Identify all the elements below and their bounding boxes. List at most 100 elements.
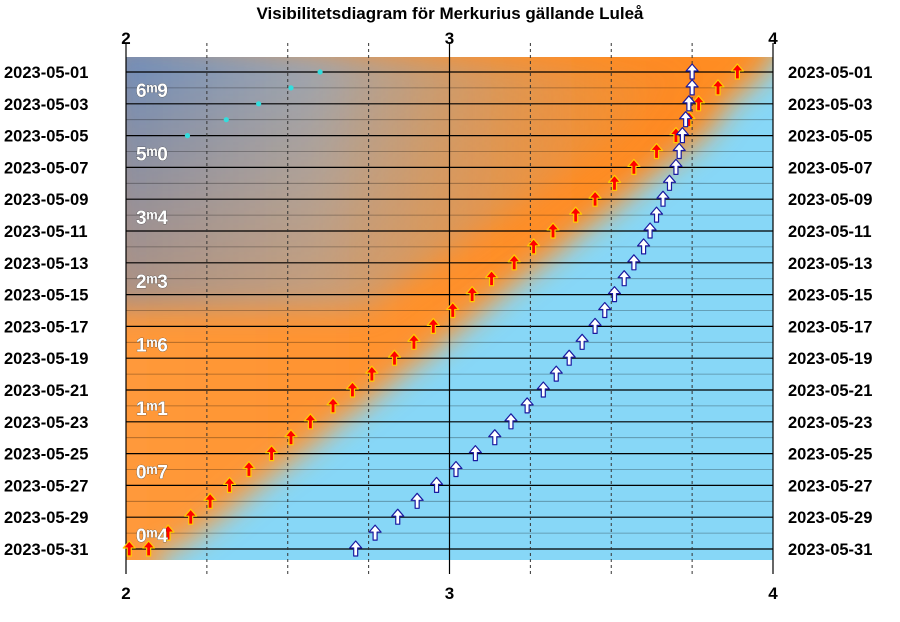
date-label-right: 2023-05-17 [788, 318, 872, 336]
red-arrow-marker [465, 286, 479, 303]
date-label-left: 2023-05-17 [4, 318, 88, 336]
date-label-right: 2023-05-19 [788, 350, 872, 368]
white-arrow-marker [685, 79, 699, 96]
magnitude-label: 0ᵐ7 [136, 463, 168, 484]
white-arrow-marker [410, 492, 424, 509]
magnitude-labels: 6ᵐ9 5ᵐ0 3ᵐ4 2ᵐ3 1ᵐ6 1ᵐ1 0ᵐ7 0ᵐ4 [136, 81, 169, 548]
date-label-left: 2023-05-09 [4, 191, 88, 209]
chart-title: Visibilitetsdiagram för Merkurius gällan… [256, 4, 644, 23]
red-arrow-marker [303, 413, 317, 430]
white-arrow-marker [607, 286, 622, 303]
white-arrow-marker [598, 301, 612, 319]
date-label-right: 2023-05-13 [788, 255, 872, 273]
cyan-dot-marker [184, 133, 191, 139]
x-tick-bottom-3: 3 [445, 584, 454, 603]
date-label-right: 2023-05-03 [788, 96, 872, 114]
red-arrow-marker [365, 365, 379, 382]
data-marks [122, 63, 745, 557]
red-arrow-marker [569, 206, 583, 223]
night-zone [126, 57, 698, 311]
date-label-right: 2023-05-27 [788, 477, 872, 495]
date-label-right: 2023-05-07 [788, 159, 872, 177]
red-arrow-marker [649, 142, 664, 160]
date-label-right: 2023-05-25 [788, 446, 872, 464]
white-arrow-marker [685, 63, 699, 80]
date-label-right: 2023-05-15 [788, 287, 872, 305]
white-arrow-marker [504, 413, 518, 430]
date-label-right: 2023-05-11 [788, 223, 872, 241]
red-arrow-marker [507, 254, 521, 271]
white-arrow-marker [669, 158, 683, 175]
date-label-left: 2023-05-31 [4, 541, 88, 559]
white-arrow-marker [575, 333, 589, 350]
white-arrow-marker [617, 270, 631, 287]
magnitude-label: 0ᵐ4 [136, 526, 168, 547]
red-arrow-marker [407, 333, 421, 350]
magnitude-label: 1ᵐ1 [136, 399, 168, 420]
date-label-left: 2023-05-23 [4, 414, 88, 432]
white-arrow-marker [536, 381, 550, 398]
white-arrow-marker [649, 206, 664, 223]
date-label-left: 2023-05-29 [4, 509, 88, 527]
white-arrow-marker [520, 397, 534, 414]
x-tick-top-2: 2 [121, 29, 130, 48]
date-label-right: 2023-05-29 [788, 509, 872, 527]
grid [125, 43, 774, 574]
white-arrow-marker [349, 540, 363, 557]
white-arrow-marker [675, 127, 690, 144]
white-arrow-marker [679, 111, 693, 128]
red-arrow-marker [527, 238, 541, 255]
magnitude-label: 3ᵐ4 [136, 208, 168, 229]
date-label-left: 2023-05-05 [4, 128, 88, 146]
x-tick-bottom-4: 4 [768, 584, 778, 603]
date-label-left: 2023-05-25 [4, 446, 88, 464]
plot-background [126, 57, 773, 560]
date-label-left: 2023-05-03 [4, 96, 88, 114]
red-arrow-marker [326, 397, 340, 414]
date-label-left: 2023-05-27 [4, 477, 88, 495]
red-arrow-marker [284, 429, 298, 446]
red-arrow-marker [345, 381, 360, 398]
red-arrow-marker [161, 524, 175, 541]
white-arrow-marker [627, 254, 641, 271]
red-arrow-marker [203, 492, 217, 509]
date-label-right: 2023-05-21 [788, 382, 872, 400]
magnitude-label: 1ᵐ6 [136, 335, 168, 356]
date-label-left: 2023-05-21 [4, 382, 88, 400]
white-arrow-marker [662, 174, 677, 191]
magnitude-label: 6ᵐ9 [136, 81, 168, 102]
date-label-left: 2023-05-07 [4, 159, 88, 177]
red-arrow-marker [387, 349, 402, 366]
red-arrow-marker [546, 222, 560, 239]
date-label-left: 2023-05-01 [4, 64, 88, 82]
red-arrow-marker [122, 540, 136, 557]
magnitude-label: 5ᵐ0 [136, 145, 168, 166]
date-label-right: 2023-05-23 [788, 414, 872, 432]
red-arrow-marker [484, 270, 499, 287]
red-arrow-marker [711, 79, 725, 96]
white-arrow-marker [549, 365, 563, 382]
white-arrow-marker [656, 190, 670, 207]
white-arrow-marker [643, 222, 657, 239]
cyan-dot-marker [317, 69, 323, 75]
date-label-left: 2023-05-19 [4, 350, 88, 368]
date-label-right: 2023-05-09 [788, 191, 872, 209]
red-arrow-marker [730, 63, 745, 80]
red-arrow-marker [588, 190, 602, 207]
date-labels: 2023-05-01 2023-05-01 2023-05-03 2023-05-03… [4, 64, 872, 559]
white-arrow-marker [368, 524, 382, 541]
red-arrow-marker [242, 460, 256, 478]
x-tick-top-3: 3 [445, 29, 454, 48]
white-arrow-marker [588, 317, 602, 334]
white-arrow-marker [682, 95, 696, 112]
date-label-right: 2023-05-01 [788, 64, 872, 82]
red-arrow-marker [264, 445, 279, 462]
date-label-left: 2023-05-13 [4, 255, 88, 273]
red-arrow-marker [426, 317, 440, 334]
white-arrow-marker [672, 142, 686, 160]
cyan-dot-marker [288, 85, 294, 91]
x-tick-top-4: 4 [768, 29, 778, 48]
cyan-dot-marker [223, 117, 229, 123]
white-arrow-marker [488, 429, 502, 446]
